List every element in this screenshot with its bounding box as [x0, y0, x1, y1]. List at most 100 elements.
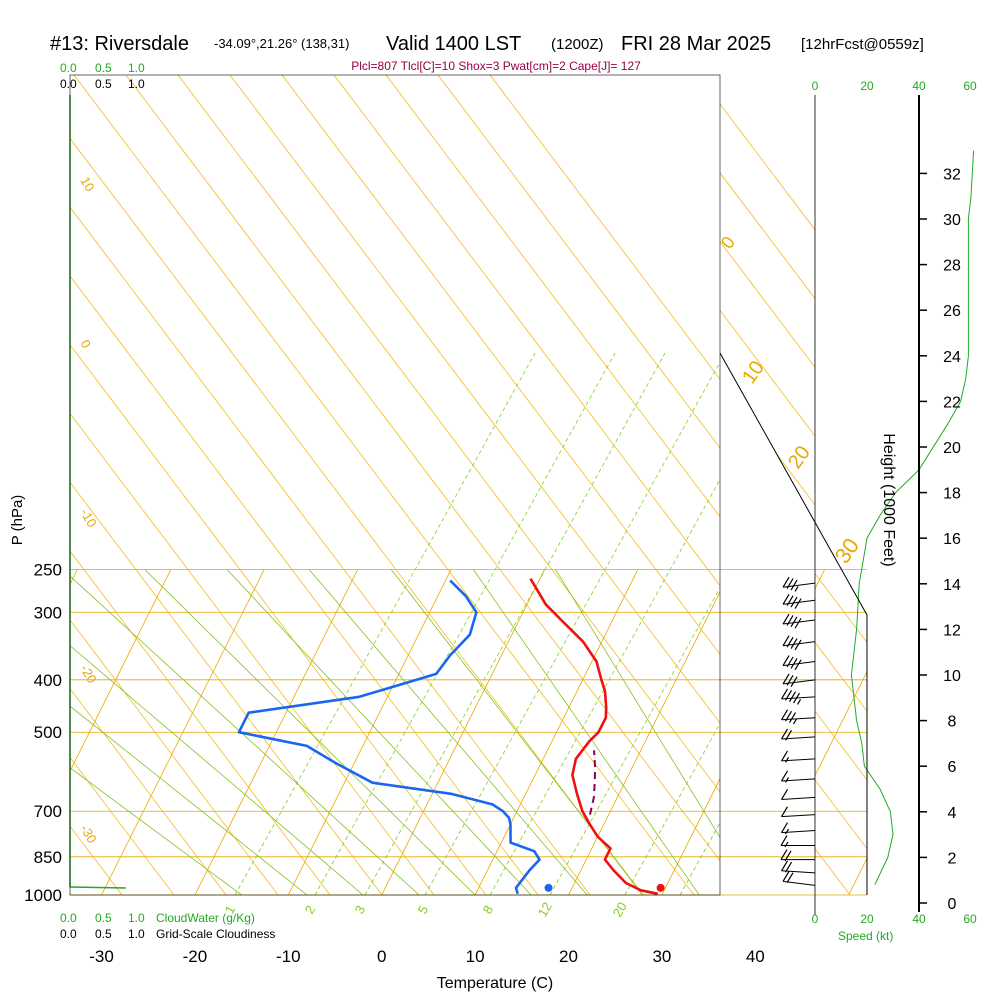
- upper-dry-adiabat-line: [0, 75, 486, 895]
- mixing-ratio-line: [679, 821, 720, 895]
- isotherm-label: -10: [77, 506, 99, 530]
- wind-barb-staff: [781, 870, 816, 874]
- wind-barb-feather: [786, 578, 794, 589]
- speed-scale-top: 0 20 40 60: [812, 79, 977, 93]
- mixing-ratio-line: [314, 352, 616, 895]
- wind-barb-feather: [781, 709, 789, 721]
- speed-tick-top-1: 20: [860, 79, 874, 93]
- isotherm-label: 30: [830, 533, 865, 567]
- dry-adiabat-line: [70, 137, 643, 895]
- mixing-ratio-label: 5: [415, 903, 432, 917]
- wind-barb: [781, 822, 816, 835]
- isotherm-line: [287, 569, 452, 895]
- wind-barb-half-feather: [785, 828, 790, 835]
- dry-adiabat-line: [437, 75, 720, 449]
- upper-dry-adiabat-line: [0, 75, 278, 895]
- wind-barb-feather: [781, 822, 789, 833]
- wind-barb: [780, 849, 815, 862]
- wind-barb-feather: [782, 871, 790, 882]
- cloudwater-tick-bottom-2: 1.0: [128, 911, 145, 925]
- height-tick: 4: [948, 805, 957, 822]
- pressure-tick-500: 500: [34, 723, 62, 742]
- cloudwater-tick-top-0: 0.0: [60, 61, 77, 75]
- wind-barb-feather: [786, 656, 794, 668]
- wind-barb-half-feather: [797, 699, 802, 705]
- height-tick: 12: [943, 622, 961, 639]
- wind-barb-feather: [786, 595, 794, 607]
- wind-barb-feather: [786, 872, 794, 884]
- dry-adiabat-line: [70, 688, 227, 895]
- temperature-profile: [529, 578, 659, 896]
- pressure-tick-1000: 1000: [24, 886, 62, 905]
- upper-dry-adiabat-line: [720, 75, 867, 895]
- temperature-tick: 10: [466, 947, 485, 966]
- speed-tick-bottom-1: 20: [860, 912, 874, 926]
- wind-barb-feather: [785, 861, 793, 873]
- cloudiness-tick-bottom-2: 1.0: [128, 927, 145, 941]
- height-tick: 2: [948, 850, 957, 867]
- cloudiness-scale-top: 0.0 0.5 1.0: [60, 77, 145, 91]
- dry-adiabat-line: [281, 75, 720, 655]
- upper-dry-adiabat-line: [0, 75, 434, 895]
- wind-barb-half-feather: [785, 777, 790, 783]
- dry-adiabat-line: [70, 206, 591, 895]
- upper-dry-adiabat-line: [0, 75, 70, 895]
- upper-dry-adiabat-line: [0, 75, 590, 895]
- y-axis-label: P (hPa): [9, 495, 26, 546]
- speed-scale-bottom: 0 20 40 60: [812, 912, 977, 926]
- dry-adiabat-line: [70, 894, 71, 895]
- wind-speed-profile: [850, 150, 975, 886]
- speed-tick-top-2: 40: [912, 79, 926, 93]
- wind-barb-feather: [782, 613, 790, 625]
- upper-dry-adiabat-line: [0, 75, 382, 895]
- wind-barb-feather: [781, 728, 789, 740]
- speed-tick-top-0: 0: [812, 79, 819, 93]
- wind-barb: [780, 835, 815, 848]
- height-tick: 6: [948, 759, 957, 776]
- upper-dry-adiabat-line: [720, 75, 867, 895]
- moist-adiabat-line: [555, 569, 720, 839]
- cloudwater-tick-bottom-0: 0.0: [60, 911, 77, 925]
- mixing-ratio-label: 2: [302, 903, 319, 917]
- mixing-ratio-line: [364, 352, 666, 895]
- mixing-ratio-label: 8: [480, 903, 497, 917]
- cloudwater-scale-top: 0.0 0.5 1.0: [60, 61, 145, 75]
- wind-barb-feather: [786, 615, 794, 626]
- wind-barb-feather: [780, 835, 788, 846]
- height-tick: 22: [943, 394, 961, 411]
- wind-barb: [782, 576, 816, 592]
- wind-barb-feather: [790, 638, 798, 649]
- cloudiness-tick-top-2: 1.0: [128, 77, 145, 91]
- wind-barb-feather: [794, 617, 802, 629]
- stability-indices: Plcl=807 Tlcl[C]=10 Shox=3 Pwat[cm]=2 Ca…: [351, 59, 641, 73]
- cloudiness-tick-bottom-1: 0.5: [95, 927, 112, 941]
- pressure-tick-850: 850: [34, 848, 62, 867]
- upper-isotherm-line: [848, 569, 867, 895]
- wind-barb-staff: [781, 814, 816, 818]
- temperature-tick: -30: [89, 947, 114, 966]
- cloudiness-scale-bottom: 0.0 0.5 1.0: [60, 927, 145, 941]
- dry-adiabat-line: [70, 825, 123, 895]
- wind-barb-feather: [784, 850, 792, 862]
- pressure-tick-700: 700: [34, 802, 62, 821]
- wind-barb-half-feather: [793, 718, 798, 725]
- wind-barb-feather: [790, 616, 798, 628]
- height-tick: 18: [943, 486, 961, 503]
- isotherm-line: [661, 777, 720, 895]
- wind-barb-feather: [781, 806, 789, 817]
- dry-adiabat-line: [70, 413, 435, 895]
- wind-barb: [781, 860, 816, 874]
- pressure-tick-400: 400: [34, 671, 62, 690]
- label-layer: 2503004005007008501000100-10-20-30010203…: [24, 166, 961, 966]
- wind-barb: [782, 635, 816, 651]
- dry-adiabat-line: [125, 75, 720, 862]
- mixing-ratio-line: [549, 587, 720, 895]
- height-tick: 14: [943, 577, 961, 594]
- moist-adiabat-line: [144, 569, 476, 895]
- height-tick: 24: [943, 349, 961, 366]
- height-tick: 0: [948, 896, 957, 913]
- upper-dry-adiabat-line: [0, 75, 18, 895]
- wind-barb: [781, 806, 816, 818]
- wind-barb-feather: [782, 635, 790, 647]
